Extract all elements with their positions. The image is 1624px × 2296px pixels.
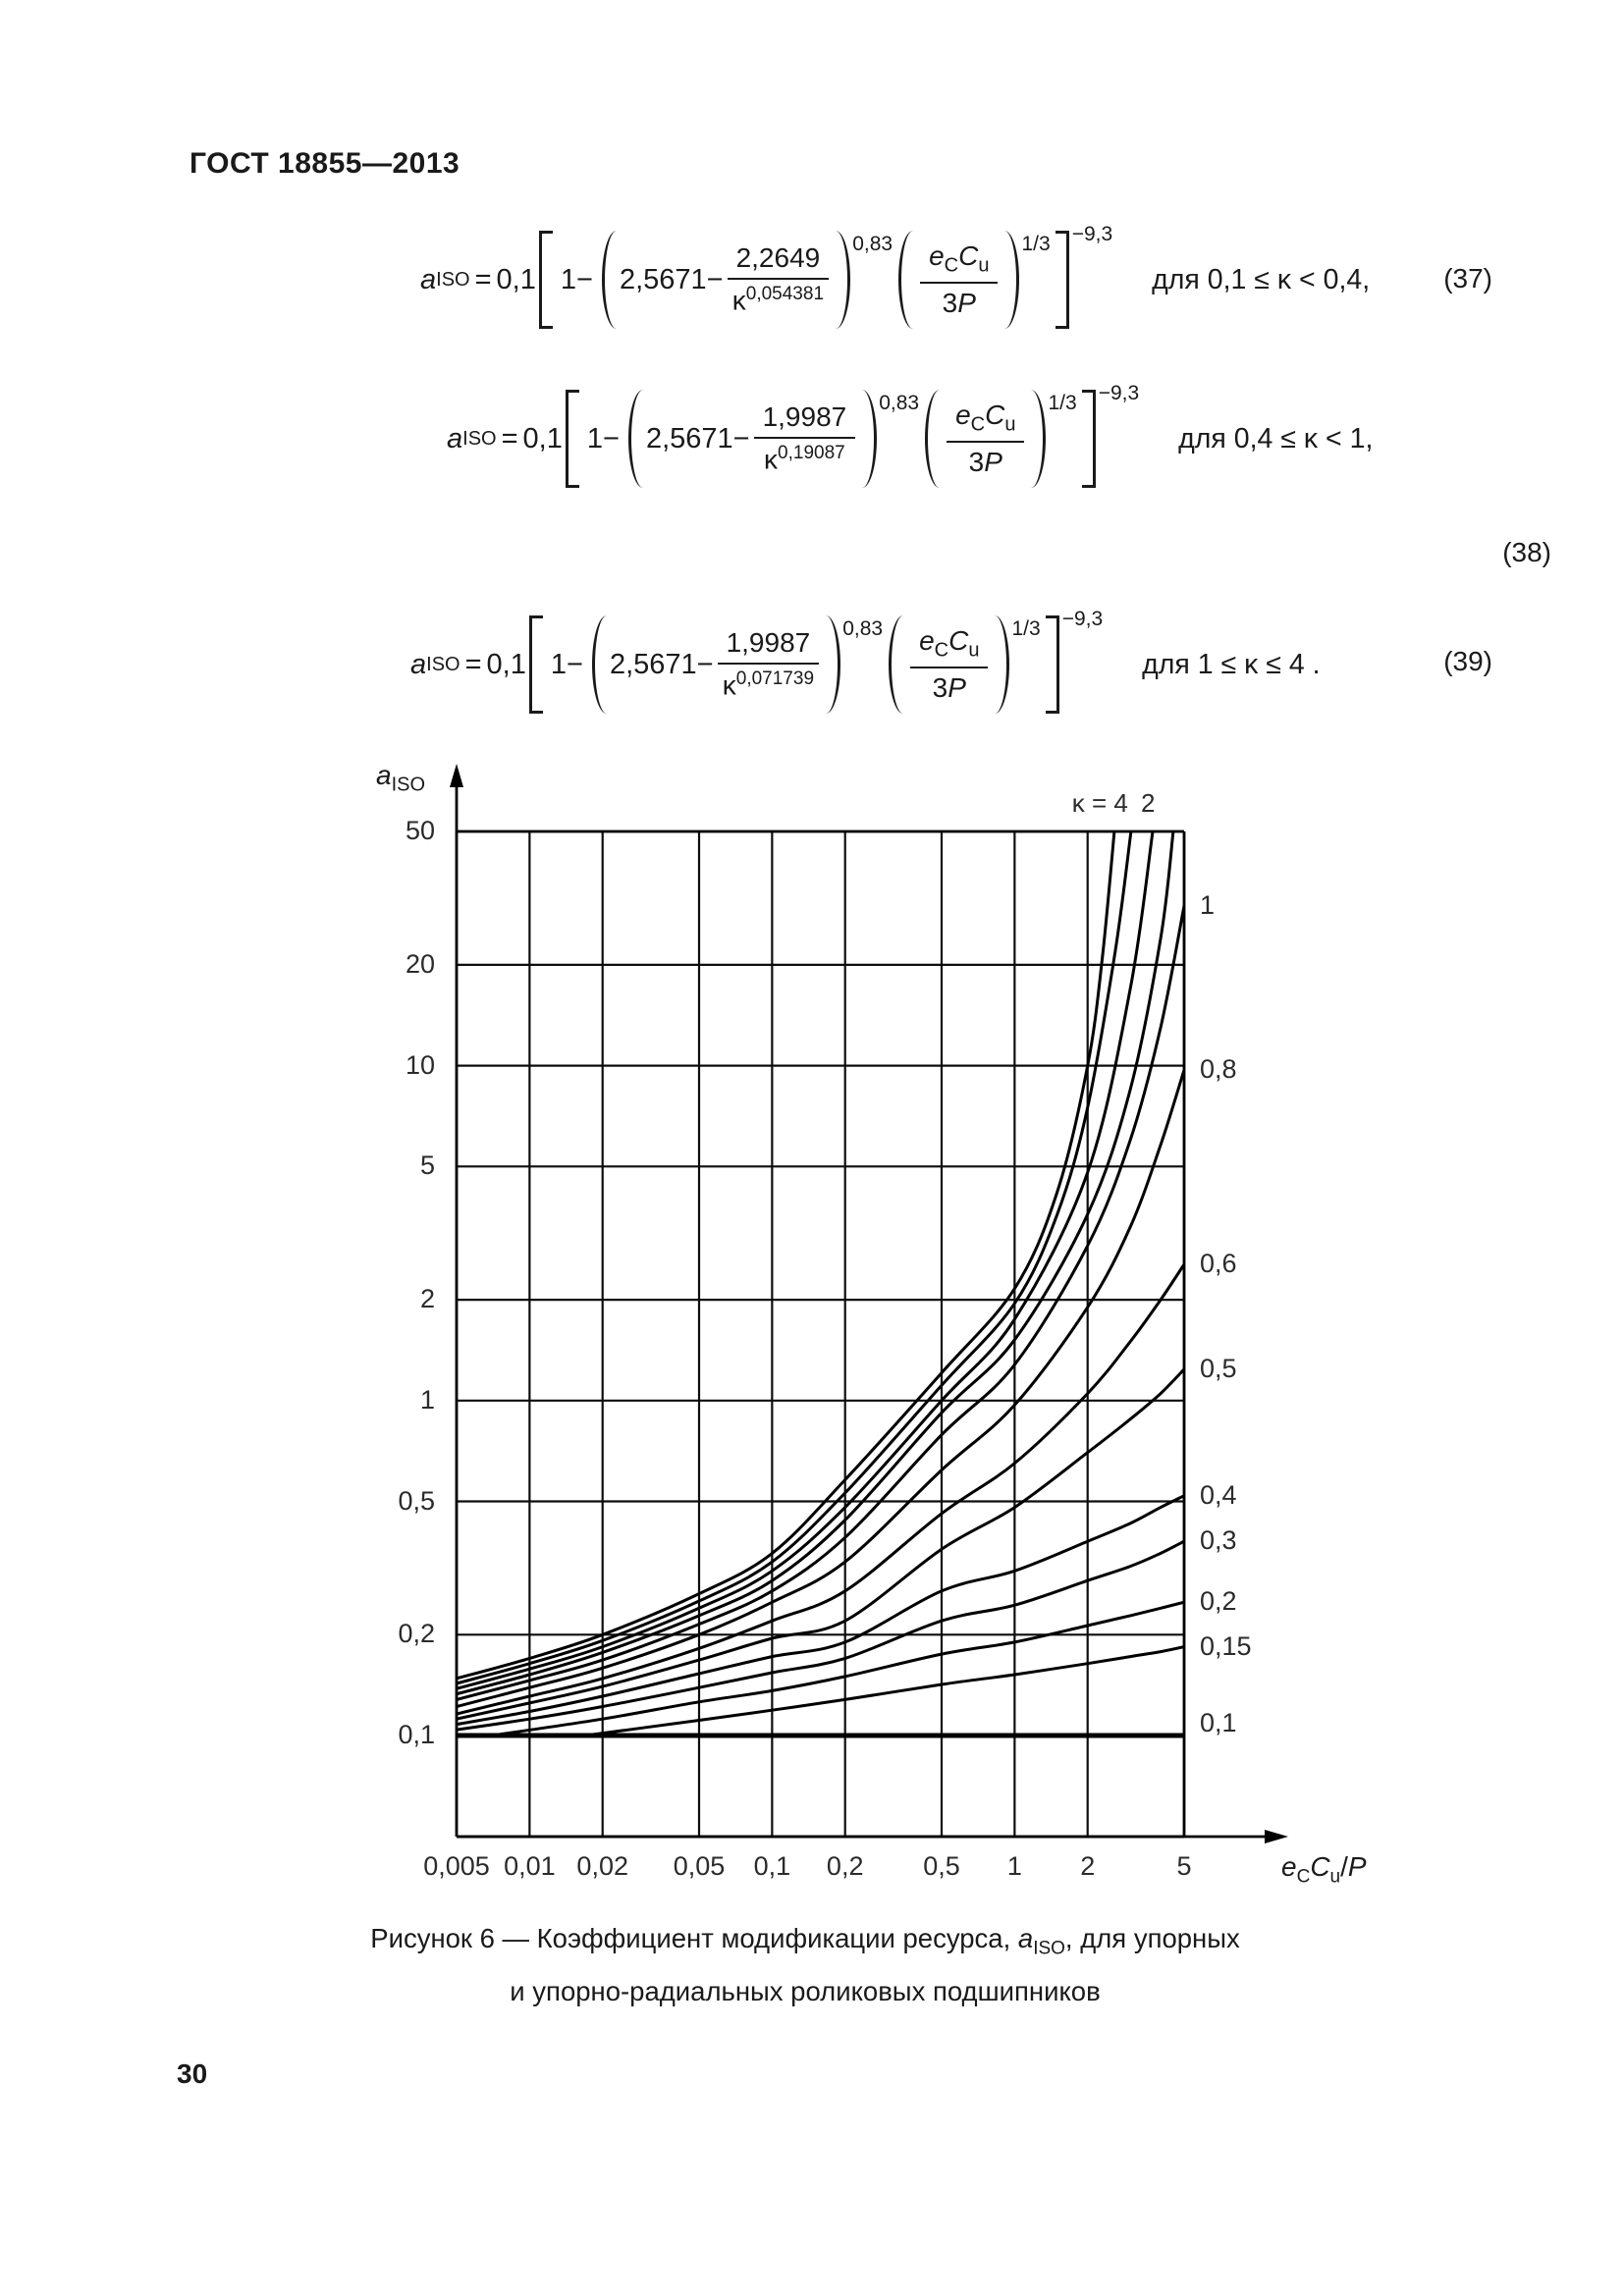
left-paren <box>925 390 943 488</box>
equation-number-38: (38) <box>1502 537 1551 567</box>
curve-kappa-0.8 <box>457 1069 1184 1708</box>
kappa-fraction: 1,9987 κ0,071739 <box>717 627 820 701</box>
x-tick-label: 0,02 <box>576 1851 628 1881</box>
left-bracket <box>565 390 579 488</box>
left-paren <box>889 615 906 714</box>
left-paren <box>627 390 646 488</box>
formula-38: a ISO = 0,1 1− 2,5671− 1,9987 κ0,19087 0,… <box>447 379 1373 499</box>
y-axis-label: aISO <box>376 760 426 796</box>
document-header: ГОСТ 18855—2013 <box>189 147 460 180</box>
aiso-symbol: a <box>410 648 427 680</box>
x-tick-label: 0,5 <box>923 1851 960 1881</box>
curve-kappa-0.4 <box>457 1494 1184 1727</box>
curve-kappa-4 <box>457 830 1116 1681</box>
kappa-right-label: 0,6 <box>1200 1249 1237 1279</box>
right-paren <box>833 231 851 329</box>
x-tick-label: 0,01 <box>504 1851 556 1881</box>
left-paren <box>898 231 916 329</box>
y-tick-label: 20 <box>405 948 435 979</box>
y-tick-label: 2 <box>419 1284 435 1314</box>
kappa-top-label: κ = 4 <box>1071 788 1128 818</box>
right-paren <box>1001 231 1020 329</box>
kappa-right-label: 0,8 <box>1200 1054 1237 1085</box>
life-modification-factor-chart <box>450 764 1288 1843</box>
curve-kappa-0.15 <box>585 1645 1184 1737</box>
right-paren <box>823 615 841 714</box>
figure-caption-line1: Рисунок 6 — Коэффициент модификации ресу… <box>370 1923 1240 1959</box>
load-fraction: eCCu 3P <box>910 625 989 704</box>
x-tick-label: 0,05 <box>673 1851 726 1881</box>
curve-kappa-0.2 <box>491 1600 1184 1737</box>
formula-39: a ISO = 0,1 1− 2,5671− 1,9987 κ0,071739 0… <box>410 605 1321 724</box>
left-bracket <box>528 615 543 714</box>
curve-kappa-1.5 <box>457 830 1175 1696</box>
formula-39-condition: для 1 ≤ κ ≤ 4 . <box>1142 648 1321 680</box>
equation-number-39: (39) <box>1443 646 1492 676</box>
kappa-top-label: 2 <box>1141 788 1156 818</box>
y-tick-label: 0,2 <box>398 1619 435 1649</box>
x-tick-label: 5 <box>1176 1851 1192 1881</box>
left-paren <box>591 615 610 714</box>
x-axis-label: eCCu/P <box>1281 1851 1367 1888</box>
kappa-right-label: 0,1 <box>1200 1708 1237 1737</box>
kappa-fraction: 2,2649 κ0,054381 <box>727 242 830 316</box>
right-paren <box>1028 390 1047 488</box>
aiso-symbol: a <box>420 263 437 295</box>
kappa-fraction: 1,9987 κ0,19087 <box>753 401 856 475</box>
figure-caption-line2: и упорно-радиальных роликовых подшипнико… <box>510 1975 1101 2006</box>
right-bracket <box>1081 390 1096 488</box>
formula-37-condition: для 0,1 ≤ κ < 0,4, <box>1152 263 1371 295</box>
x-tick-label: 0,2 <box>826 1851 864 1881</box>
y-tick-label: 50 <box>405 816 435 846</box>
left-bracket <box>538 231 553 329</box>
kappa-right-label: 0,15 <box>1200 1630 1252 1661</box>
kappa-right-label: 1 <box>1200 889 1216 920</box>
formula-38-condition: для 0,4 ≤ κ < 1, <box>1178 422 1374 454</box>
figure-caption: Рисунок 6 — Коэффициент модификации ресу… <box>10 1917 1600 2012</box>
kappa-right-label: 0,4 <box>1200 1479 1237 1510</box>
y-tick-label: 0,5 <box>398 1485 435 1516</box>
curve-kappa-3 <box>457 830 1133 1685</box>
curve-kappa-0.6 <box>457 1263 1184 1716</box>
right-bracket <box>1045 615 1059 714</box>
y-tick-label: 1 <box>419 1384 435 1415</box>
left-paren <box>601 231 620 329</box>
y-tick-label: 10 <box>405 1049 435 1080</box>
curve-kappa-0.3 <box>457 1539 1184 1732</box>
x-tick-label: 2 <box>1080 1851 1096 1881</box>
x-tick-label: 1 <box>1006 1851 1022 1881</box>
x-tick-label: 0,005 <box>423 1851 490 1881</box>
kappa-right-label: 0,3 <box>1200 1525 1237 1556</box>
aiso-symbol: a <box>447 422 463 454</box>
right-paren <box>859 390 878 488</box>
right-paren <box>992 615 1010 714</box>
formula-39-body: a ISO = 0,1 1− 2,5671− 1,9987 κ0,071739 0… <box>410 608 1321 714</box>
y-tick-label: 5 <box>419 1150 435 1181</box>
formula-38-body: a ISO = 0,1 1− 2,5671− 1,9987 κ0,19087 0,… <box>447 382 1374 488</box>
y-tick-label: 0,1 <box>398 1720 435 1749</box>
page-number: 30 <box>177 2058 208 2089</box>
x-tick-label: 0,1 <box>753 1851 791 1881</box>
kappa-right-label: 0,5 <box>1200 1353 1237 1383</box>
kappa-right-label: 0,2 <box>1200 1586 1237 1617</box>
load-fraction: eCCu 3P <box>920 240 999 319</box>
right-bracket <box>1055 231 1069 329</box>
curve-kappa-1 <box>457 905 1184 1701</box>
formula-37: a ISO = 0,1 1− 2,5671− 2,2649 κ0,054381 0… <box>420 220 1370 340</box>
curve-kappa-2 <box>457 830 1155 1690</box>
curve-kappa-0.5 <box>457 1367 1184 1721</box>
formula-37-body: a ISO = 0,1 1− 2,5671− 2,2649 κ0,054381 0… <box>420 223 1371 329</box>
load-fraction: eCCu 3P <box>947 400 1025 478</box>
equation-number-37: (37) <box>1443 263 1492 294</box>
